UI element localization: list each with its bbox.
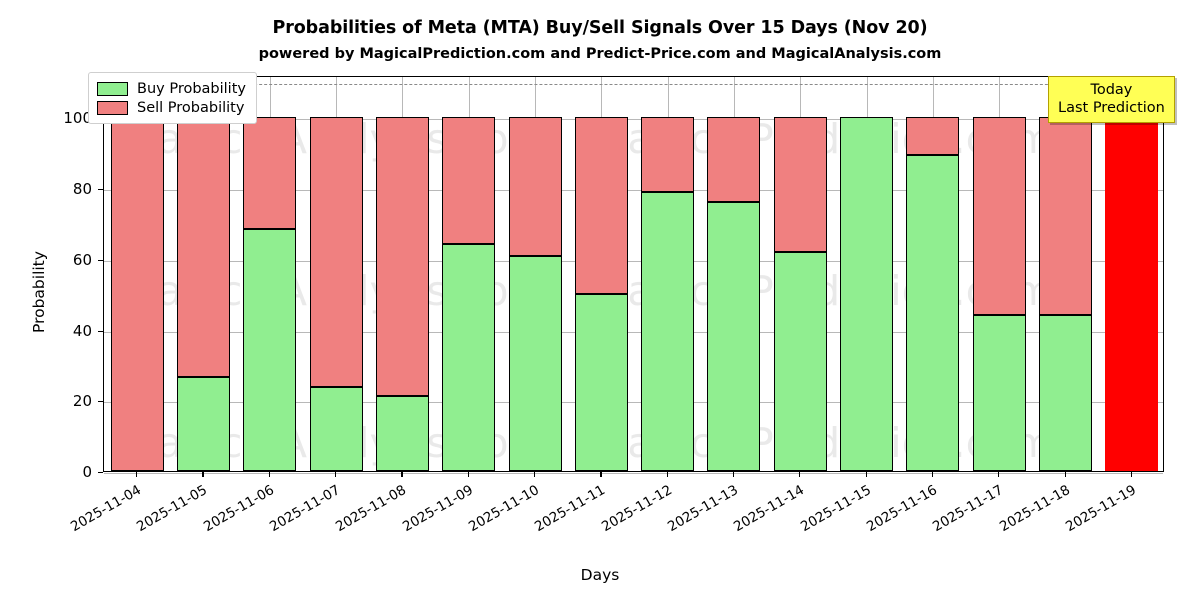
x-tick-mark <box>732 472 735 477</box>
x-tick-mark <box>1064 472 1066 477</box>
bar-segment-sell[interactable] <box>641 117 695 192</box>
legend-label-buy: Buy Probability <box>137 80 246 97</box>
bar-group[interactable] <box>110 75 164 471</box>
y-tick-mark <box>98 472 103 474</box>
bar-segment-sell[interactable] <box>243 117 297 229</box>
y-tick-mark <box>98 330 103 332</box>
bar-segment-sell[interactable] <box>906 117 960 155</box>
bar-segment-sell[interactable] <box>508 117 562 257</box>
bar-group[interactable] <box>176 75 230 471</box>
bar-group[interactable] <box>707 75 761 471</box>
y-tick-label: 40 <box>72 321 92 340</box>
x-tick-mark <box>931 472 934 477</box>
x-tick-mark <box>401 472 403 477</box>
bar-segment-buy[interactable] <box>508 256 562 471</box>
reference-line <box>104 84 1163 86</box>
bar-segment-sell[interactable] <box>1039 117 1093 316</box>
bar-segment-sell[interactable] <box>773 117 827 253</box>
bars-layer <box>104 77 1163 471</box>
bar-segment-sell[interactable] <box>176 117 230 377</box>
legend-swatch-buy <box>97 81 128 96</box>
bar-group[interactable] <box>243 75 297 471</box>
bar-group[interactable] <box>442 75 496 471</box>
bar-group[interactable] <box>1039 75 1093 471</box>
gridline-y <box>104 190 1163 192</box>
bar-group[interactable] <box>906 75 960 471</box>
y-tick-mark <box>98 259 103 262</box>
bar-segment-buy[interactable] <box>972 315 1026 471</box>
bar-segment-buy[interactable] <box>707 201 761 471</box>
reference-line-layer <box>104 77 1163 471</box>
bar-segment-buy[interactable] <box>641 191 695 471</box>
y-tick-mark <box>98 401 103 403</box>
bar-group[interactable] <box>508 75 562 471</box>
chart-title: Probabilities of Meta (MTA) Buy/Sell Sig… <box>272 18 928 38</box>
bar-segment-today[interactable] <box>1105 117 1159 471</box>
x-tick-mark <box>666 472 668 477</box>
y-tick-label: 80 <box>72 180 92 199</box>
bar-segment-buy[interactable] <box>309 386 363 471</box>
bar-segment-buy[interactable] <box>243 228 297 471</box>
bar-segment-sell[interactable] <box>574 117 628 295</box>
bar-segment-sell[interactable] <box>972 117 1026 316</box>
bar-segment-sell[interactable] <box>110 117 164 471</box>
bar-segment-buy[interactable] <box>1039 315 1093 471</box>
x-tick-mark <box>467 472 469 477</box>
today-annotation-line2: Last Prediction <box>1058 99 1165 116</box>
x-tick-mark <box>865 472 867 477</box>
x-tick-mark <box>534 472 536 477</box>
bar-segment-sell[interactable] <box>375 117 429 397</box>
chart-legend[interactable]: Buy Probability Sell Probability <box>88 72 257 124</box>
bar-segment-buy[interactable] <box>773 252 827 471</box>
bar-segment-buy[interactable] <box>574 294 628 471</box>
legend-label-sell: Sell Probability <box>137 99 245 116</box>
x-tick-mark <box>202 472 204 477</box>
today-annotation: Today Last Prediction <box>1048 76 1175 124</box>
gridline-y <box>104 473 1163 474</box>
bar-group[interactable] <box>972 75 1026 471</box>
bar-group[interactable] <box>840 75 894 471</box>
bar-group[interactable] <box>375 75 429 471</box>
bar-segment-sell[interactable] <box>442 117 496 244</box>
bar-group[interactable] <box>773 75 827 471</box>
x-tick-mark <box>1130 472 1133 477</box>
x-tick-mark <box>998 472 1000 477</box>
bar-segment-buy[interactable] <box>375 396 429 471</box>
y-tick-label: 60 <box>72 250 92 269</box>
y-tick-label: 0 <box>82 463 92 481</box>
bar-group[interactable] <box>641 75 695 471</box>
bar-group[interactable] <box>309 75 363 471</box>
gridline-y <box>104 260 1163 262</box>
today-annotation-line1: Today <box>1090 82 1133 98</box>
x-tick-mark <box>600 472 602 477</box>
plot-area: MagicalAnalysis.comMagicalPrediction.com… <box>103 76 1164 474</box>
bar-group[interactable] <box>574 75 628 471</box>
bar-segment-buy[interactable] <box>840 117 894 471</box>
gridline-y <box>104 119 1163 121</box>
x-tick-mark <box>268 472 270 477</box>
legend-swatch-sell <box>97 100 128 115</box>
bar-segment-buy[interactable] <box>906 154 960 471</box>
bar-group[interactable] <box>1105 75 1159 471</box>
gridline-y <box>104 331 1163 333</box>
x-tick-mark <box>335 472 337 477</box>
y-tick-label: 20 <box>72 392 92 411</box>
x-tick-mark <box>136 472 138 477</box>
bar-segment-sell[interactable] <box>309 117 363 387</box>
bar-segment-buy[interactable] <box>442 243 496 471</box>
y-tick-mark <box>98 189 103 191</box>
gridline-y <box>104 402 1163 404</box>
x-axis-title: Days <box>580 566 620 584</box>
legend-item-sell: Sell Probability <box>97 98 246 117</box>
bar-segment-buy[interactable] <box>176 376 230 471</box>
bar-segment-sell[interactable] <box>707 117 761 202</box>
chart-subtitle: powered by MagicalPrediction.com and Pre… <box>258 46 942 62</box>
legend-item-buy: Buy Probability <box>97 79 246 98</box>
y-tick-label: 100 <box>63 109 92 128</box>
x-tick-mark <box>799 472 801 477</box>
